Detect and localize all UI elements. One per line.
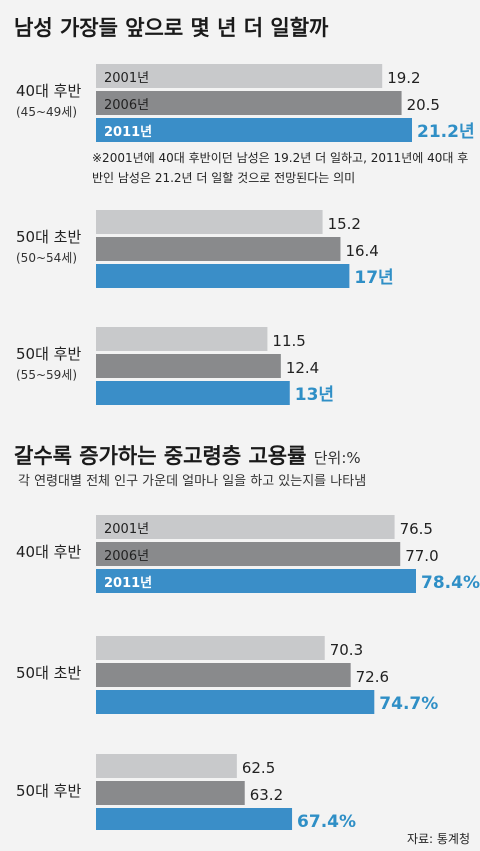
bar-2	[96, 808, 293, 830]
bar-2	[96, 690, 375, 714]
category-label: 50대 초반	[16, 228, 81, 246]
chart1-title: 남성 가장들 앞으로 몇 년 더 일할까	[14, 16, 329, 40]
value-label: 17년	[354, 268, 393, 288]
value-label: 77.0	[405, 547, 438, 565]
value-label: 21.2년	[417, 122, 475, 142]
series-label: 2001년	[104, 522, 149, 537]
series-label: 2011년	[104, 576, 152, 591]
bar-1	[96, 542, 401, 566]
bar-0	[96, 636, 325, 660]
bar-2	[96, 264, 350, 288]
bar-2	[96, 381, 290, 405]
value-label: 16.4	[345, 242, 378, 260]
bar-1	[96, 354, 281, 378]
series-label: 2006년	[104, 98, 149, 113]
value-label: 74.7%	[379, 694, 438, 714]
chart2-unit: 단위:%	[313, 449, 361, 467]
series-label: 2006년	[104, 549, 149, 564]
employment-rate-chart: 40대 후반 76.5 2001년 77.0 2006년 78.4% 2011년 50대 초반…	[16, 515, 480, 830]
value-label: 67.4%	[297, 812, 356, 830]
bar-2	[96, 118, 412, 142]
bar-1	[96, 91, 402, 115]
value-label: 70.3	[330, 641, 363, 659]
bar-0	[96, 327, 268, 351]
chart2-subtitle: 각 연령대별 전체 인구 가운데 얼마나 일을 하고 있는지를 나타냄	[18, 474, 367, 489]
value-label: 15.2	[328, 215, 361, 233]
category-sublabel: (45~49세)	[16, 105, 77, 119]
source-credit: 자료: 통계청	[406, 832, 470, 846]
category-label: 50대 후반	[16, 345, 81, 363]
value-label: 72.6	[356, 668, 389, 686]
bar-0	[96, 210, 323, 234]
value-label: 11.5	[272, 332, 305, 350]
chart2-title-text: 갈수록 증가하는 중고령층 고용률	[14, 444, 307, 468]
bar-2	[96, 569, 416, 593]
category-label: 50대 초반	[16, 664, 81, 682]
value-label: 62.5	[242, 759, 275, 777]
bar-0	[96, 64, 383, 88]
value-label: 78.4%	[421, 573, 480, 593]
series-label: 2011년	[104, 125, 152, 140]
chart1-note: ※2001년에 40대 후반이던 남성은 19.2년 더 일하고, 2011년에…	[92, 151, 469, 185]
bar-0	[96, 754, 237, 778]
category-label: 50대 후반	[16, 782, 81, 800]
category-label: 40대 후반	[16, 82, 81, 100]
value-label: 76.5	[400, 520, 433, 538]
value-label: 20.5	[407, 96, 440, 114]
bar-0	[96, 515, 395, 539]
category-label: 40대 후반	[16, 543, 81, 561]
bar-1	[96, 781, 245, 805]
value-label: 63.2	[250, 786, 283, 804]
bar-1	[96, 237, 341, 261]
category-sublabel: (50~54세)	[16, 251, 77, 265]
bar-1	[96, 663, 351, 687]
value-label: 19.2	[387, 69, 420, 87]
value-label: 12.4	[286, 359, 319, 377]
years-worked-chart: 40대 후반 (45~49세) 19.2 2001년 20.5 2006년 21.2년 201…	[16, 64, 475, 405]
chart2-title: 갈수록 증가하는 중고령층 고용률 단위:%	[14, 440, 361, 470]
series-label: 2001년	[104, 71, 149, 86]
category-sublabel: (55~59세)	[16, 368, 77, 382]
value-label: 13년	[295, 385, 334, 405]
